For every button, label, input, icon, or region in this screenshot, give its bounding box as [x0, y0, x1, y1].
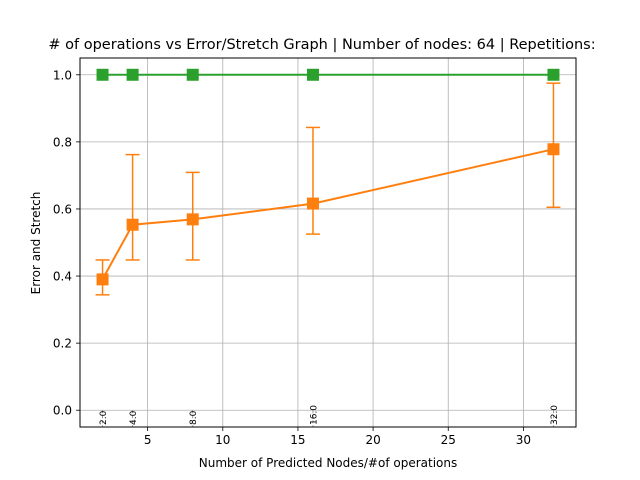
y-tick-label: 0.0: [53, 404, 72, 418]
x-tick-label: 15: [290, 433, 305, 447]
x-tick-label: 10: [215, 433, 230, 447]
y-tick-label: 0.8: [53, 135, 72, 149]
plot-area: 5 10 15 20 25 30 0.0 0.2 0.4 0.6 0.8 1.0 2.0 4.0 8.0 16…: [53, 57, 577, 447]
data-point: [126, 218, 139, 231]
chart-title: # of operations vs Error/Stretch Graph |…: [48, 37, 595, 53]
data-point: [186, 213, 199, 226]
point-x-label: 16.0: [309, 405, 319, 425]
data-point: [126, 68, 139, 81]
data-point: [306, 68, 319, 81]
data-point: [306, 197, 319, 210]
point-x-label: 32.0: [550, 405, 560, 425]
x-tick-label: 30: [516, 433, 531, 447]
x-axis-label: Number of Predicted Nodes/#of operations: [199, 456, 457, 470]
axes-frame: [79, 57, 577, 428]
point-x-label: 2.0: [99, 410, 109, 425]
y-tick-label: 0.4: [53, 270, 72, 284]
data-point: [547, 68, 560, 81]
y-tick-label: 0.6: [53, 202, 72, 216]
y-tick-label: 1.0: [53, 68, 72, 82]
x-tick-label: 25: [441, 433, 456, 447]
data-point: [96, 273, 109, 286]
series-line-1: [101, 148, 554, 280]
x-tick-label: 20: [365, 433, 380, 447]
data-point: [547, 143, 560, 156]
data-point: [96, 68, 109, 81]
y-axis-label: Error and Stretch: [29, 192, 43, 295]
x-tick-label: 5: [144, 433, 152, 447]
y-tick-label: 0.2: [53, 337, 72, 351]
data-point: [186, 68, 199, 81]
point-x-label: 8.0: [189, 410, 199, 425]
point-x-label: 4.0: [129, 410, 139, 425]
